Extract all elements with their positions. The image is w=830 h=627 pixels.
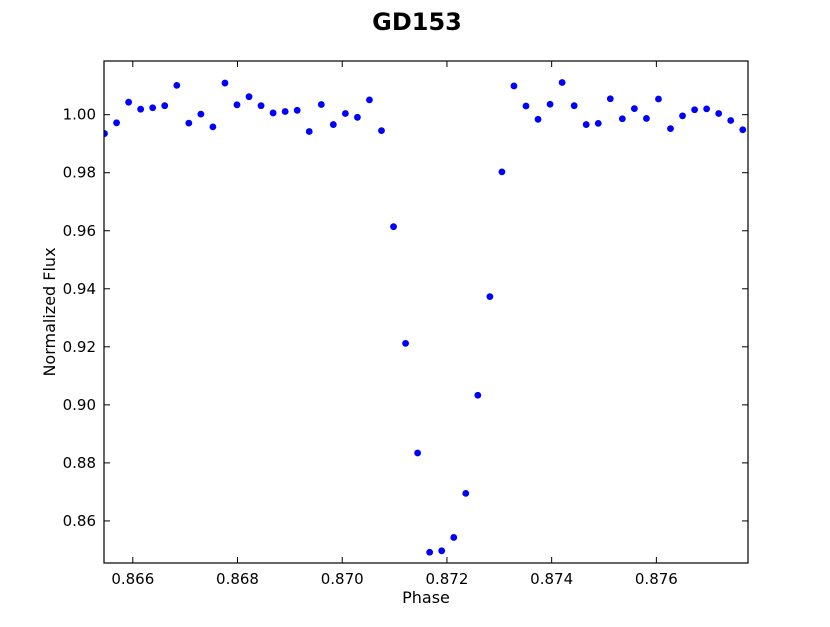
data-point xyxy=(257,102,265,110)
data-point xyxy=(402,339,409,347)
data-point xyxy=(329,121,337,128)
y-tick-label: 1.00 xyxy=(63,106,96,124)
y-tick-label: 0.96 xyxy=(63,222,96,240)
y-tick-label: 0.94 xyxy=(63,280,96,298)
data-point xyxy=(450,534,458,541)
data-point xyxy=(438,547,446,555)
y-axis: 0.86 0.88 0.90 0.92 0.94 0.96 0.98 1.00 xyxy=(63,106,748,530)
x-tick-label: 0.874 xyxy=(530,570,573,588)
data-point xyxy=(305,128,313,135)
data-point xyxy=(209,123,217,131)
y-tick-label: 0.92 xyxy=(63,338,96,356)
data-point xyxy=(414,449,422,457)
data-point xyxy=(594,119,602,127)
data-point xyxy=(643,115,650,122)
x-tick-label: 0.870 xyxy=(321,570,364,588)
data-point xyxy=(173,81,181,89)
data-point xyxy=(149,104,157,112)
data-point xyxy=(366,96,373,104)
data-point xyxy=(426,548,434,556)
data-point xyxy=(293,106,301,114)
data-point xyxy=(354,113,361,121)
data-point xyxy=(727,117,735,124)
data-point xyxy=(534,115,542,123)
data-point xyxy=(703,105,711,113)
data-point xyxy=(462,489,470,497)
data-point xyxy=(606,95,614,103)
data-point xyxy=(522,102,530,110)
data-point xyxy=(570,102,578,110)
data-point xyxy=(245,93,253,101)
data-point xyxy=(390,223,397,231)
data-point xyxy=(233,101,241,109)
data-point xyxy=(197,110,205,118)
data-point xyxy=(185,119,193,127)
x-tick-label: 0.868 xyxy=(216,570,259,588)
y-axis-label: Normalized Flux xyxy=(40,247,59,376)
x-tick-label: 0.876 xyxy=(635,570,678,588)
chart-title: GD153 xyxy=(372,8,462,36)
data-point xyxy=(161,102,169,110)
y-tick-label: 0.90 xyxy=(63,396,96,414)
data-point xyxy=(618,115,626,123)
data-point xyxy=(341,110,349,117)
x-axis: 0.866 0.868 0.870 0.872 0.874 0.876 xyxy=(111,61,678,588)
plot-frame xyxy=(103,60,749,564)
data-point xyxy=(281,108,289,115)
data-point xyxy=(679,112,686,120)
data-points xyxy=(104,79,747,556)
data-point xyxy=(691,106,698,114)
data-point xyxy=(137,105,145,113)
data-point xyxy=(558,79,566,86)
data-point xyxy=(486,293,494,301)
data-point xyxy=(546,100,554,108)
data-point xyxy=(655,95,662,103)
x-tick-label: 0.866 xyxy=(111,570,154,588)
data-point xyxy=(582,121,590,128)
x-axis-label: Phase xyxy=(402,588,450,607)
data-point xyxy=(378,127,385,135)
data-point xyxy=(667,125,674,133)
data-point xyxy=(498,168,506,176)
data-point xyxy=(474,391,482,399)
y-tick-label: 0.98 xyxy=(63,164,96,182)
x-tick-label: 0.872 xyxy=(425,570,468,588)
data-point xyxy=(715,110,723,117)
y-tick-label: 0.86 xyxy=(63,512,96,530)
data-point xyxy=(104,130,108,137)
data-point xyxy=(125,98,133,106)
data-point xyxy=(113,119,120,127)
data-point xyxy=(317,101,325,108)
data-point xyxy=(630,105,638,112)
data-point xyxy=(739,126,747,134)
data-point xyxy=(221,79,229,87)
data-point xyxy=(269,109,277,117)
data-point xyxy=(510,82,518,90)
y-tick-label: 0.88 xyxy=(63,454,96,472)
